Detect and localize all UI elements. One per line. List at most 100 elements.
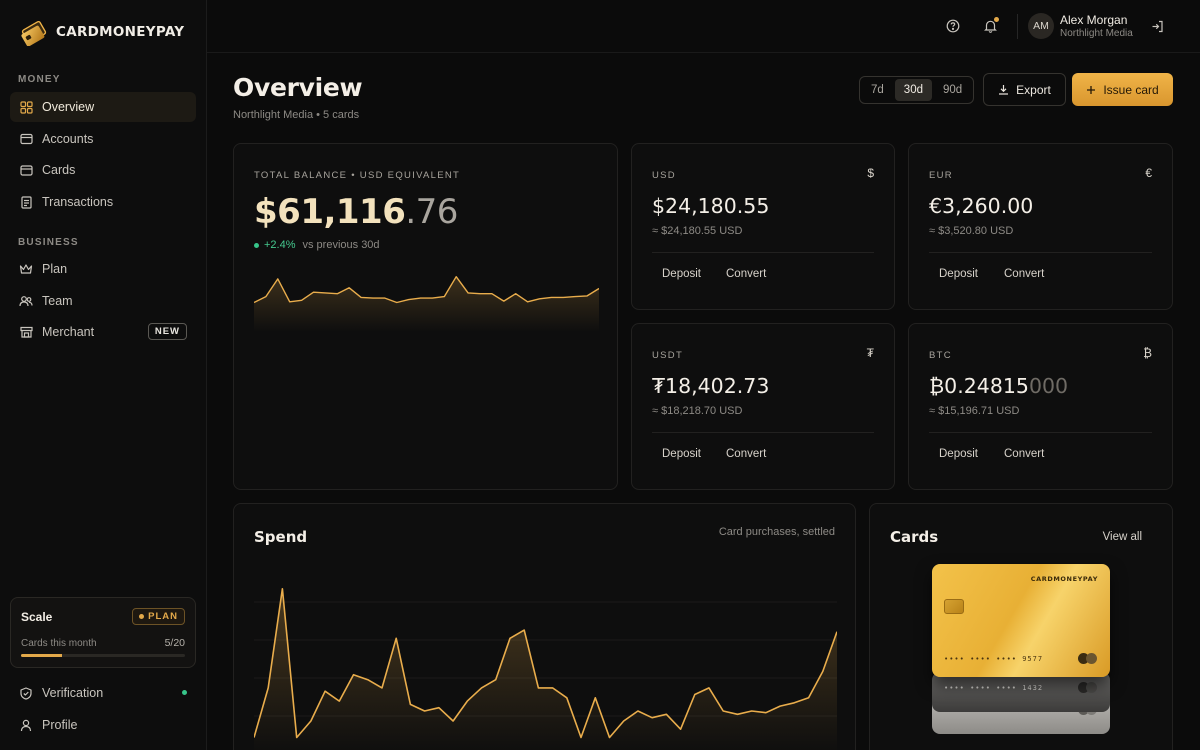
currency-amount: $24,180.55	[652, 194, 769, 218]
brand-name: CARDMONEYPAY	[56, 24, 185, 40]
convert-button[interactable]: Convert	[726, 448, 767, 460]
plan-usage-count: 5/20	[164, 637, 185, 649]
card-number: •••• •••• •••• 9577	[944, 655, 1044, 663]
card-brand: CARDMONEYPAY	[1030, 575, 1098, 583]
help-icon[interactable]	[944, 17, 962, 35]
bitcoin-icon: ₿	[1143, 346, 1152, 360]
sidebar-item-transactions[interactable]: Transactions	[10, 187, 196, 217]
divider	[652, 252, 874, 253]
currency-code: BTC	[929, 350, 952, 361]
export-label: Export	[1016, 82, 1051, 97]
sidebar-item-overview[interactable]: Overview	[10, 92, 196, 122]
amount-main: ₮18,402.73	[652, 374, 770, 398]
cards-panel: Cards View all •••• •••• •••• 0174 •••• …	[869, 503, 1173, 750]
card-gold[interactable]: CARDMONEYPAY •••• •••• •••• 9577	[932, 564, 1110, 677]
card-graphite[interactable]: •••• •••• •••• 1432	[932, 672, 1110, 712]
convert-button[interactable]: Convert	[1004, 268, 1045, 280]
total-balance-panel: TOTAL BALANCE • USD EQUIVALENT $61,116.7…	[233, 143, 618, 490]
sidebar-item-team[interactable]: Team	[10, 286, 196, 316]
topbar-divider	[1017, 14, 1018, 39]
page-subtitle: Northlight Media • 5 cards	[233, 109, 360, 121]
spend-chart-area	[254, 588, 837, 750]
delta-note: vs previous 30d	[302, 239, 380, 251]
convert-button[interactable]: Convert	[726, 268, 767, 280]
grid-icon	[19, 100, 33, 114]
divider	[652, 432, 874, 433]
sidebar-item-verification[interactable]: Verification	[10, 678, 196, 708]
sidebar-item-label: Accounts	[42, 132, 94, 146]
sidebar-item-label: Verification	[42, 686, 104, 700]
currency-card-usd: USD $ $24,180.55 ≈ $24,180.55 USD Deposi…	[631, 143, 895, 310]
currency-usd-equivalent: ≈ $24,180.55 USD	[652, 225, 743, 237]
spend-chart	[254, 588, 837, 750]
plan-usage-bar	[21, 654, 185, 657]
issue-card-button[interactable]: Issue card	[1072, 73, 1173, 106]
currency-usd-equivalent: ≈ $3,520.80 USD	[929, 225, 1014, 237]
bell-icon[interactable]	[981, 17, 999, 35]
spend-chart-line	[254, 588, 837, 739]
sidebar-item-accounts[interactable]: Accounts	[10, 124, 196, 154]
plan-usage-label: Cards this month	[21, 638, 97, 649]
user-org: Northlight Media	[1060, 28, 1133, 39]
balance-cents: .76	[405, 192, 458, 232]
balance-label: TOTAL BALANCE • USD EQUIVALENT	[254, 170, 461, 181]
sidebar-item-profile[interactable]: Profile	[10, 710, 196, 740]
sidebar-item-label: Profile	[42, 718, 78, 732]
view-all-link[interactable]: View all	[1102, 531, 1142, 543]
divider	[929, 252, 1152, 253]
convert-button[interactable]: Convert	[1004, 448, 1045, 460]
users-icon	[19, 294, 33, 308]
currency-amount: ₮18,402.73	[652, 374, 769, 398]
sidebar-item-merchant[interactable]: Merchant NEW	[10, 317, 196, 347]
amount-main: $24,180.55	[652, 194, 770, 218]
balance-amount: $61,116.76	[254, 192, 458, 232]
sidebar-item-cards[interactable]: Cards	[10, 155, 196, 185]
crown-icon	[19, 262, 33, 276]
plan-card[interactable]: Scale PLAN Cards this month 5/20	[10, 597, 196, 668]
user-name: Alex Morgan	[1060, 13, 1128, 27]
avatar[interactable]: AM	[1028, 13, 1054, 39]
spend-title: Spend	[254, 528, 308, 546]
sidebar-item-label: Plan	[42, 262, 68, 276]
sparkline-area	[254, 276, 599, 332]
deposit-button[interactable]: Deposit	[939, 448, 978, 460]
deposit-button[interactable]: Deposit	[662, 448, 701, 460]
currency-amount: €3,260.00	[929, 194, 1033, 218]
chip-icon	[944, 599, 964, 614]
currency-amount: ₿0.24815000	[929, 374, 1068, 399]
currency-card-eur: EUR € €3,260.00 ≈ $3,520.80 USD Deposit …	[908, 143, 1173, 310]
export-button[interactable]: Export	[983, 73, 1066, 106]
sidebar-item-label: Transactions	[42, 195, 114, 209]
wallet-icon	[19, 132, 33, 146]
plan-badge-label: PLAN	[148, 611, 178, 622]
currency-card-usdt: USDT ₮ ₮18,402.73 ≈ $18,218.70 USD Depos…	[631, 323, 895, 490]
nav-section-business: BUSINESS	[18, 237, 79, 248]
plan-name: Scale	[21, 610, 53, 624]
receipt-icon	[19, 195, 33, 209]
amount-main: €3,260.00	[929, 194, 1034, 218]
sign-out-icon[interactable]	[1148, 17, 1166, 35]
plan-badge: PLAN	[132, 608, 185, 625]
range-7d-button[interactable]: 7d	[871, 84, 884, 96]
store-icon	[19, 325, 33, 339]
card-number: •••• •••• •••• 1432	[944, 684, 1044, 692]
mastercard-icon	[1078, 653, 1098, 664]
brand-logo[interactable]: CARDMONEYPAY	[18, 18, 184, 46]
plan-usage-fill	[21, 654, 62, 657]
deposit-button[interactable]: Deposit	[939, 268, 978, 280]
divider	[929, 432, 1152, 433]
deposit-button[interactable]: Deposit	[662, 268, 701, 280]
mastercard-icon	[1078, 682, 1098, 693]
euro-icon: €	[1145, 166, 1152, 180]
balance-delta: +2.4% vs previous 30d	[254, 239, 380, 251]
sidebar-item-label: Overview	[42, 100, 95, 114]
range-30d-button[interactable]: 30d	[894, 79, 932, 101]
sidebar: CARDMONEYPAY MONEY Overview Accounts Car…	[0, 0, 207, 750]
sidebar-item-plan[interactable]: Plan	[10, 254, 196, 284]
currency-code: USD	[652, 170, 676, 181]
plus-icon	[1087, 85, 1096, 94]
topbar: AM Alex Morgan Northlight Media	[207, 0, 1200, 53]
range-90d-button[interactable]: 90d	[942, 84, 963, 96]
currency-usd-equivalent: ≈ $15,196.71 USD	[929, 405, 1020, 417]
shield-check-icon	[19, 686, 33, 700]
